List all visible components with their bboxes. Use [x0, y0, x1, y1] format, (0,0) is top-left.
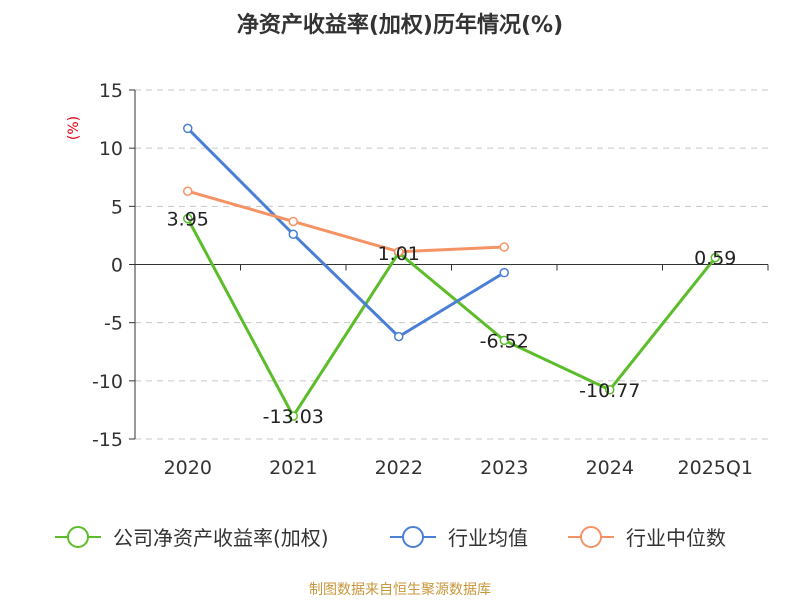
y-tick-label: 5: [111, 196, 123, 218]
data-label: -13.03: [263, 406, 324, 428]
series-lines: [183, 123, 720, 421]
data-point: [394, 246, 404, 257]
data-point: [288, 229, 298, 240]
y-tick-label: -5: [104, 313, 123, 335]
x-tick-label: 2022: [375, 457, 423, 479]
x-tick-label: 2024: [586, 457, 634, 479]
data-labels: 3.95 -13.03 1.01 -6.52 -10.77 0.59: [167, 209, 737, 429]
x-tick-label: 2023: [480, 457, 528, 479]
y-tick-label: -15: [92, 429, 123, 451]
axes: 15 10 5 0 -5 -10 -15 2020 2021 2022 2023 2024 2025Q1: [92, 80, 769, 479]
y-tick-label: 15: [99, 80, 123, 102]
legend-marker: [67, 526, 89, 548]
y-tick-label: 10: [99, 138, 123, 160]
legend-label: 公司净资产收益率(加权): [113, 526, 329, 550]
data-point: [499, 335, 509, 346]
data-label: -10.77: [579, 380, 640, 402]
data-label: 0.59: [694, 248, 736, 270]
data-point: [288, 411, 298, 421]
data-point: [183, 213, 193, 224]
data-label: -6.52: [480, 330, 529, 352]
data-point: [499, 267, 509, 278]
legend-label: 行业中位数: [626, 526, 726, 550]
series-line-2: [187, 189, 505, 254]
x-tick-label: 2020: [164, 457, 212, 479]
legend-label: 行业均值: [448, 526, 528, 550]
series-line-0: [186, 217, 717, 418]
y-axis-label: (%): [66, 116, 82, 140]
y-tick-label: -10: [92, 371, 123, 393]
data-point: [394, 331, 404, 342]
source-note: 制图数据来自恒生聚源数据库: [309, 582, 491, 598]
data-label: 1.01: [378, 243, 420, 265]
y-tick-label: 0: [111, 255, 123, 277]
data-point: [499, 242, 509, 252]
series-line-1: [186, 127, 506, 339]
data-label: 3.95: [167, 209, 209, 231]
data-point: [605, 385, 615, 395]
data-point: [710, 252, 720, 263]
data-point: [183, 186, 193, 196]
legend-marker: [402, 526, 424, 548]
chart-title: 净资产收益率(加权)历年情况(%): [237, 12, 563, 38]
data-point: [183, 123, 193, 134]
x-tick-label: 2025Q1: [678, 457, 753, 479]
legend-marker: [580, 526, 602, 548]
legend: 公司净资产收益率(加权) 行业均值 行业中位数: [55, 526, 726, 550]
x-tick-label: 2021: [269, 457, 317, 479]
data-point: [288, 216, 298, 227]
